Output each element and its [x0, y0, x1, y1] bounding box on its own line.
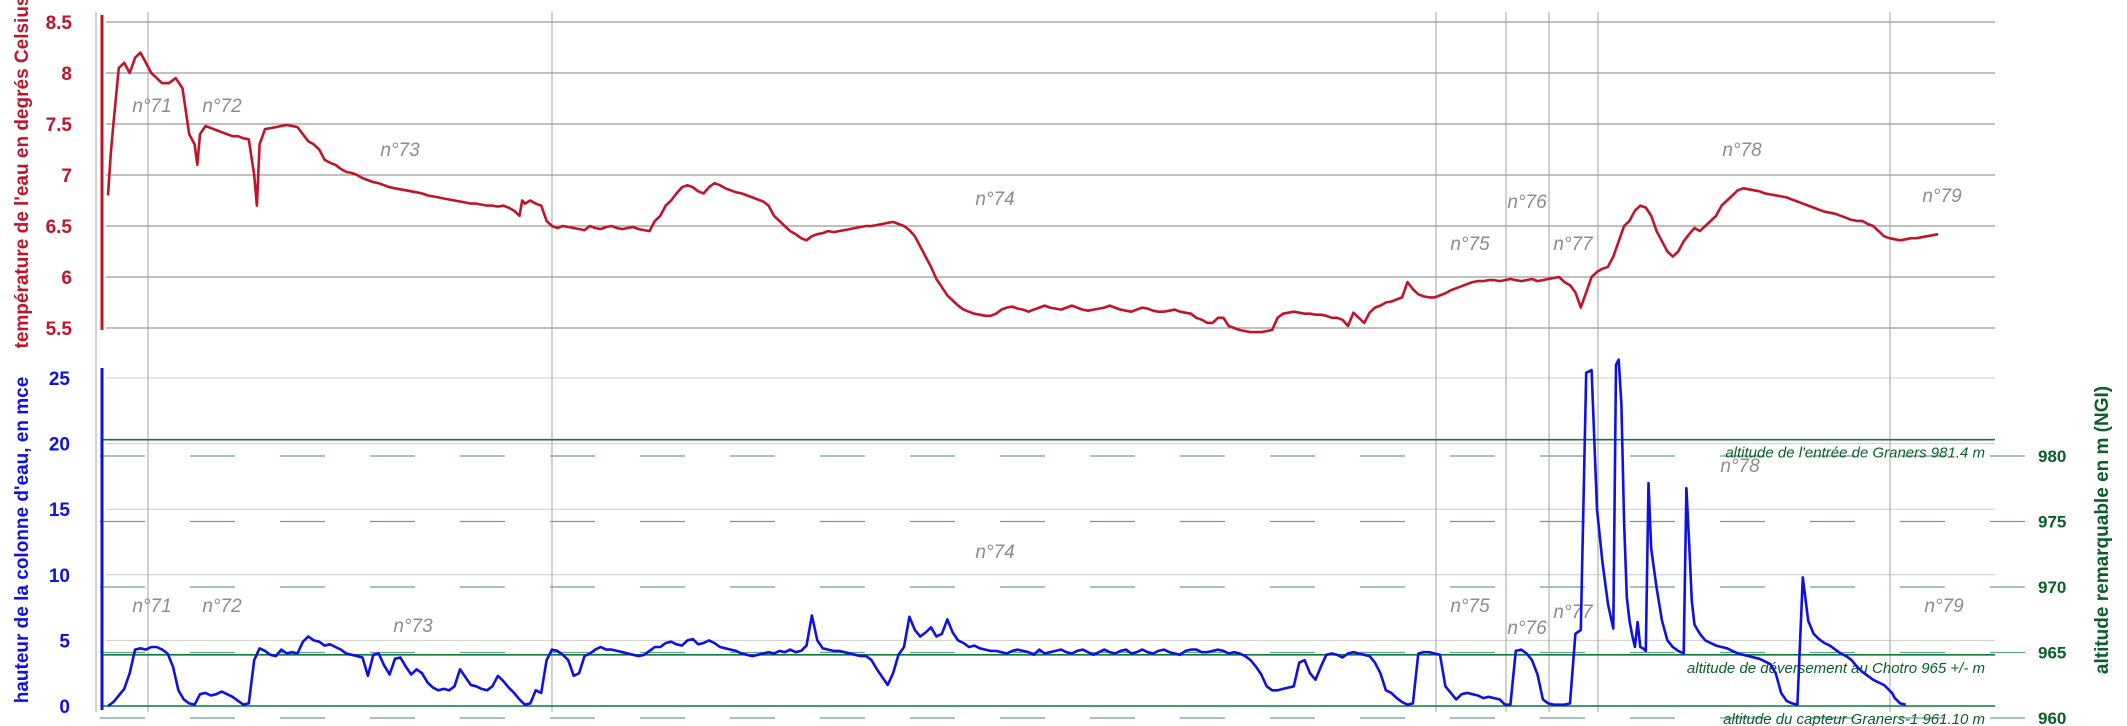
right-y-tick-label: 970 — [2038, 578, 2066, 597]
top-y-tick-label: 8 — [61, 64, 72, 85]
right-y-axis-title: altitude remarquable en m (NGI) — [2092, 386, 2113, 674]
bottom-segment-label: n°73 — [393, 616, 433, 637]
tick-labels: 8.5 8 7.5 7 6.5 6 5.5 25 20 15 10 5 0 980 975 970 965 960 — [46, 13, 2067, 726]
segment-dividers — [95, 12, 1891, 712]
water-column-line — [107, 358, 1906, 708]
top-segment-label: n°79 — [1922, 186, 1962, 207]
bottom-segment-label: n°75 — [1450, 596, 1490, 617]
top-panel-grid — [106, 21, 1995, 329]
top-segment-label: n°75 — [1450, 234, 1490, 255]
top-y-axis-title: température de l'eau en degrés Celsius — [12, 0, 33, 348]
reference-line-label: altitude de l'entrée de Graners 981.4 m — [1725, 445, 1985, 462]
bottom-segment-label: n°77 — [1553, 602, 1594, 623]
top-y-tick-label: 5.5 — [46, 319, 73, 340]
temperature-line — [106, 51, 1939, 334]
segment-labels: n°71 n°71 n°72 n°72 n°73 n°73 n°74 n°74 n°75 n°75… — [132, 96, 1964, 639]
right-y-tick-label: 975 — [2038, 513, 2066, 532]
bottom-y-tick-label: 0 — [59, 697, 70, 718]
top-segment-label: n°77 — [1553, 234, 1594, 255]
bottom-segment-label: n°78 — [1720, 456, 1760, 477]
top-y-tick-label: 8.5 — [46, 13, 73, 34]
top-segment-label: n°71 — [132, 96, 171, 117]
right-y-tick-label: 980 — [2038, 447, 2066, 466]
bottom-segment-label: n°76 — [1507, 618, 1547, 639]
reference-line-label: altitude du capteur Graners-1 961.10 m — [1723, 711, 1985, 726]
top-y-tick-label: 7.5 — [46, 115, 73, 136]
right-y-tick-label: 960 — [2038, 709, 2066, 726]
bottom-y-tick-label: 10 — [49, 566, 70, 587]
bottom-segment-label: n°79 — [1924, 596, 1964, 617]
bottom-segment-label: n°72 — [202, 596, 242, 617]
top-y-tick-label: 7 — [61, 166, 72, 187]
top-y-tick-label: 6.5 — [46, 217, 73, 238]
bottom-y-tick-label: 25 — [49, 369, 71, 390]
bottom-y-tick-label: 20 — [49, 435, 70, 456]
bottom-segment-label: n°71 — [132, 596, 171, 617]
right-y-tick-label: 965 — [2038, 644, 2066, 663]
bottom-y-tick-label: 5 — [59, 631, 70, 652]
top-segment-label: n°78 — [1722, 140, 1762, 161]
top-segment-label: n°76 — [1507, 192, 1547, 213]
top-y-tick-label: 6 — [61, 268, 72, 289]
top-segment-label: n°74 — [975, 189, 1014, 210]
reference-line-label: altitude de déversement au Chotro 965 +/… — [1687, 660, 1985, 677]
bottom-segment-label: n°74 — [975, 542, 1014, 563]
top-segment-label: n°72 — [202, 96, 242, 117]
reference-lines: altitude de l'entrée de Graners 981.4 m a… — [102, 438, 1995, 726]
bottom-y-tick-label: 15 — [49, 500, 71, 521]
bottom-y-axis-title: hauteur de la colonne d'eau, en mce — [12, 377, 33, 704]
top-segment-label: n°73 — [380, 140, 420, 161]
